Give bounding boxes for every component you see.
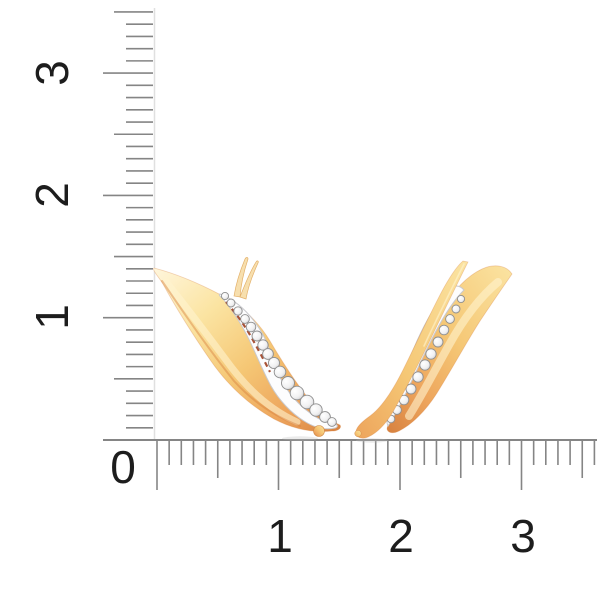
diamond-stone [299,394,315,410]
diamond-stone [412,371,424,383]
diamond-stone [425,348,437,360]
diamond-stone [289,385,305,401]
horizontal-ruler-label-1: 1 [267,510,293,562]
left-earring [153,257,341,441]
diamond-stone [445,314,455,324]
left-earring-shaded-edge [161,280,301,427]
right-earring [354,260,513,443]
diamond-stone [251,330,263,342]
left-earring-diamonds [220,291,337,427]
diamond-stone [267,356,281,370]
ruler-labels: 0 1 2 3 1 2 3 [26,60,536,562]
horizontal-ruler-label-3: 3 [510,510,536,562]
diamond-stone [451,304,461,314]
right-earring-wire-highlight [423,263,465,347]
horizontal-ruler [103,439,597,490]
diamond-stone [240,314,250,324]
diamond-stone [438,324,450,336]
diamond-stone [419,359,431,371]
diamond-stone [220,291,230,301]
diamond-stone [319,411,331,423]
diamond-stone [262,348,274,360]
right-earring-highlight [405,278,502,420]
vertical-ruler-label-2: 2 [26,182,78,208]
ruler-origin-label: 0 [110,441,136,493]
diamond-stone [281,376,295,390]
diamond-stone [257,339,269,351]
right-earring-diamonds [386,294,466,424]
diamond-stone [405,383,417,395]
right-earring-wire-tip [354,430,362,437]
left-earring-prong-fork [233,257,259,300]
right-earring-shadow [356,438,388,443]
left-earring-drop-bead [313,425,325,437]
diamond-stone [309,403,323,417]
vertical-ruler-label-3: 3 [26,60,78,86]
diamond-stone [432,336,444,348]
horizontal-ruler-label-2: 2 [388,510,414,562]
diamond-stone [273,365,287,379]
left-earring-highlight [162,278,301,426]
diamond-stone [245,321,257,333]
horizontal-ruler-ticks [156,441,596,490]
diamond-stone [233,306,243,316]
diamond-stone [226,298,236,308]
vertical-ruler-ticks [103,11,153,429]
diamond-stone [456,294,466,304]
vertical-ruler-label-1: 1 [26,304,78,330]
diamond-stone [327,417,337,427]
left-earring-shadow [282,436,318,441]
vertical-ruler [103,8,156,440]
